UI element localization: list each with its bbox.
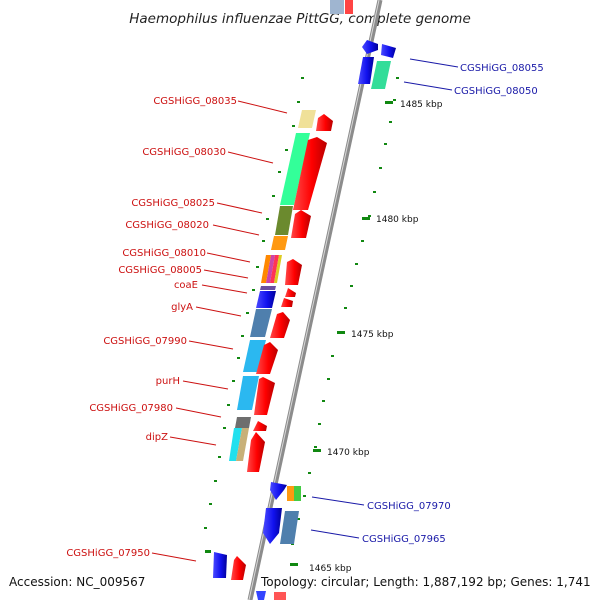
feature-08050-arrow	[358, 57, 374, 84]
gene-label[interactable]: CGSHiGG_07970	[367, 501, 451, 512]
right-gene-labels: CGSHiGG_08055 CGSHiGG_08050 CGSHiGG_0797…	[362, 63, 544, 545]
feature-07950-arrow	[213, 552, 227, 578]
gene-label[interactable]: CGSHiGG_07980	[89, 403, 173, 414]
gene-label[interactable]: CGSHiGG_07990	[103, 336, 187, 347]
genome-title: Haemophilus influenzae PittGG, complete …	[129, 11, 471, 27]
gene-label[interactable]: CGSHiGG_08030	[142, 147, 226, 158]
accession-text: Accession: NC_009567	[9, 575, 145, 589]
gene-label[interactable]: CGSHiGG_08005	[118, 265, 202, 276]
gene-label[interactable]: CGSHiGG_07965	[362, 534, 446, 545]
feature-08055-arrow	[362, 40, 378, 54]
feature-08055-arrow	[381, 44, 396, 58]
scale-label: 1480 kbp	[376, 215, 419, 225]
feature-07965-arrow	[263, 508, 282, 544]
scale-label: 1465 kbp	[309, 564, 352, 574]
scale-label: 1475 kbp	[351, 330, 394, 340]
feature-bottom-partial	[256, 591, 266, 600]
gene-label[interactable]: purH	[156, 376, 180, 387]
feature-bottom-partial	[274, 592, 286, 600]
feature-07970-box	[287, 486, 294, 501]
gene-cluster	[229, 110, 333, 472]
feature-08050-box	[371, 61, 391, 89]
gene-label[interactable]: CGSHiGG_08025	[131, 198, 215, 209]
label-leaders-right	[310, 58, 459, 539]
feature-07970-arrow	[270, 482, 287, 500]
scale-labels: 1485 kbp 1480 kbp 1475 kbp 1470 kbp 1465…	[309, 100, 443, 574]
feature-top-partial	[330, 0, 344, 14]
gene-label[interactable]: CGSHiGG_08010	[122, 248, 206, 259]
label-leaders-left	[151, 100, 288, 562]
feature-07950-arrow	[231, 556, 246, 580]
scale-label: 1470 kbp	[327, 448, 370, 458]
left-gene-labels: CGSHiGG_08035 CGSHiGG_08030 CGSHiGG_0802…	[66, 96, 237, 559]
genome-backbone	[247, 0, 383, 600]
gene-label[interactable]: CGSHiGG_08020	[125, 220, 209, 231]
gene-label[interactable]: CGSHiGG_07950	[66, 548, 150, 559]
gene-label[interactable]: CGSHiGG_08055	[460, 63, 544, 74]
feature-top-partial	[345, 0, 353, 14]
gene-label[interactable]: glyA	[171, 302, 193, 313]
gene-label[interactable]: dipZ	[146, 432, 168, 443]
topology-text: Topology: circular; Length: 1,887,192 bp…	[260, 575, 591, 589]
feature-07965-box	[280, 511, 299, 544]
gene-label[interactable]: CGSHiGG_08050	[454, 86, 538, 97]
left-ticks	[204, 77, 304, 553]
scale-ticks	[290, 77, 399, 566]
scale-label: 1485 kbp	[400, 100, 443, 110]
gene-label[interactable]: CGSHiGG_08035	[153, 96, 237, 107]
feature-07970-box	[294, 486, 301, 501]
gene-label[interactable]: coaE	[174, 280, 198, 291]
